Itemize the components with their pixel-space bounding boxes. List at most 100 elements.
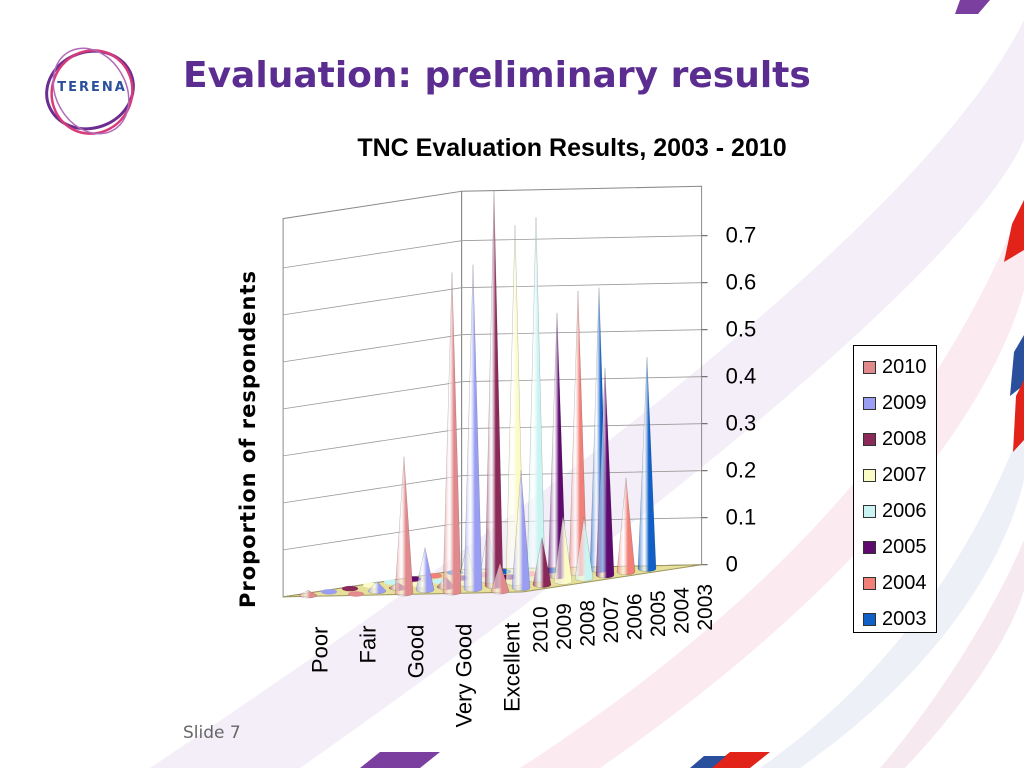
logo-rings-icon	[45, 47, 135, 135]
x-tick-label: Fair	[356, 626, 381, 664]
legend-item: 2006	[854, 493, 936, 529]
cone-body	[490, 561, 510, 595]
slide-title: Evaluation: preliminary results	[183, 55, 811, 96]
legend-label: 2004	[882, 571, 927, 594]
series-tick-label: 2009	[553, 603, 576, 650]
cone-body	[574, 517, 594, 582]
y-tick-label: 0.2	[726, 458, 757, 483]
legend-label: 2007	[882, 463, 927, 486]
cone-body	[484, 190, 504, 589]
cone-2006-excellent	[574, 517, 594, 582]
cone-2008-very-good	[484, 190, 504, 589]
cone-base	[341, 585, 359, 592]
cone-2009-poor	[320, 589, 338, 595]
cone-2005-excellent	[595, 368, 615, 579]
x-tick-label: Good	[404, 625, 429, 679]
legend-item: 2008	[854, 421, 936, 457]
cone-2004-excellent	[616, 477, 636, 576]
gridline	[283, 423, 702, 457]
x-tick-label: Poor	[308, 627, 333, 673]
series-tick-label: 2003	[694, 584, 717, 631]
legend-label: 2009	[882, 391, 927, 414]
y-tick-label: 0.1	[726, 505, 757, 530]
cone-body	[526, 217, 546, 583]
chart-cones	[298, 190, 657, 599]
cone-2007-excellent	[553, 515, 573, 585]
x-tick-label: Excellent	[500, 623, 525, 712]
legend-swatch	[863, 468, 876, 482]
terena-logo: TERENA	[44, 44, 140, 140]
legend-item: 2010	[854, 349, 936, 385]
series-tick-label: 2007	[600, 597, 623, 644]
cone-body	[415, 547, 435, 594]
series-tick-label: 2004	[671, 587, 694, 634]
legend-label: 2010	[882, 355, 927, 378]
x-axis-ticks: Poor Fair Good Very Good Excellent	[308, 623, 525, 728]
legend-label: 2008	[882, 427, 927, 450]
cone-2009-good	[415, 547, 435, 594]
legend-swatch	[863, 396, 876, 410]
cone-body	[367, 581, 387, 595]
legend-swatch	[863, 576, 876, 590]
legend-swatch	[863, 504, 876, 518]
chart-legend: 2010 2009 2008 2007 2006 2005 2004 2003	[853, 345, 937, 633]
cone-body	[616, 477, 636, 576]
cone-body	[511, 470, 531, 592]
cone-body	[442, 272, 462, 596]
cone-2010-poor	[298, 590, 318, 599]
cone-2009-fair	[367, 581, 387, 595]
legend-label: 2003	[882, 607, 927, 630]
cone-2006-very-good	[526, 217, 546, 583]
legend-item: 2004	[854, 565, 936, 601]
gridline	[283, 329, 702, 363]
chart-title: TNC Evaluation Results, 2003 - 2010	[357, 134, 787, 162]
series-tick-label: 2008	[577, 600, 600, 647]
legend-swatch	[863, 612, 876, 626]
legend-label: 2005	[882, 535, 927, 558]
y-tick-label: 0.3	[726, 411, 757, 436]
cone-2009-excellent	[511, 470, 531, 592]
cone-2003-excellent	[637, 357, 657, 572]
series-axis-ticks: 2010 2009 2008 2007 2006 2005 2004 2003	[530, 584, 718, 653]
gridline	[283, 470, 702, 504]
cone-2010-good	[394, 456, 414, 597]
cone-body	[595, 368, 615, 579]
series-tick-label: 2010	[530, 606, 553, 653]
cone-2010-excellent	[490, 561, 510, 595]
legend-label: 2006	[882, 499, 927, 522]
cone-body	[637, 357, 657, 572]
logo-text: TERENA	[57, 80, 127, 95]
series-tick-label: 2006	[624, 594, 647, 641]
legend-swatch	[863, 360, 876, 374]
gridline	[283, 376, 702, 410]
y-tick-label: 0	[726, 552, 738, 577]
y-tick-label: 0.7	[726, 223, 757, 248]
legend-item: 2003	[854, 601, 936, 637]
legend-item: 2009	[854, 385, 936, 421]
legend-item: 2007	[854, 457, 936, 493]
x-tick-label: Very Good	[452, 624, 477, 728]
cone-2010-very-good	[442, 272, 462, 596]
cone-2009-very-good	[463, 264, 483, 593]
cone-base	[347, 591, 365, 597]
cone-base	[320, 589, 338, 595]
slide-number: Slide 7	[183, 723, 241, 743]
cone-2008-poor	[341, 585, 359, 592]
y-tick-label: 0.5	[726, 317, 757, 342]
legend-item: 2005	[854, 529, 936, 565]
y-tick-label: 0.6	[726, 270, 757, 295]
y-tick-label: 0.4	[726, 364, 757, 389]
series-tick-label: 2005	[647, 590, 670, 637]
cone-2008-excellent	[532, 537, 552, 588]
cone-body	[532, 537, 552, 588]
cone-2010-fair	[347, 591, 365, 597]
cone-body	[463, 264, 483, 593]
legend-swatch	[863, 432, 876, 446]
gridline	[283, 235, 702, 269]
y-axis-ticks: 0 0.1 0.2 0.3 0.4 0.5 0.6 0.7	[701, 223, 757, 577]
gridline	[283, 282, 702, 316]
gridline	[283, 517, 702, 551]
legend-swatch	[863, 540, 876, 554]
cone-body	[394, 456, 414, 597]
